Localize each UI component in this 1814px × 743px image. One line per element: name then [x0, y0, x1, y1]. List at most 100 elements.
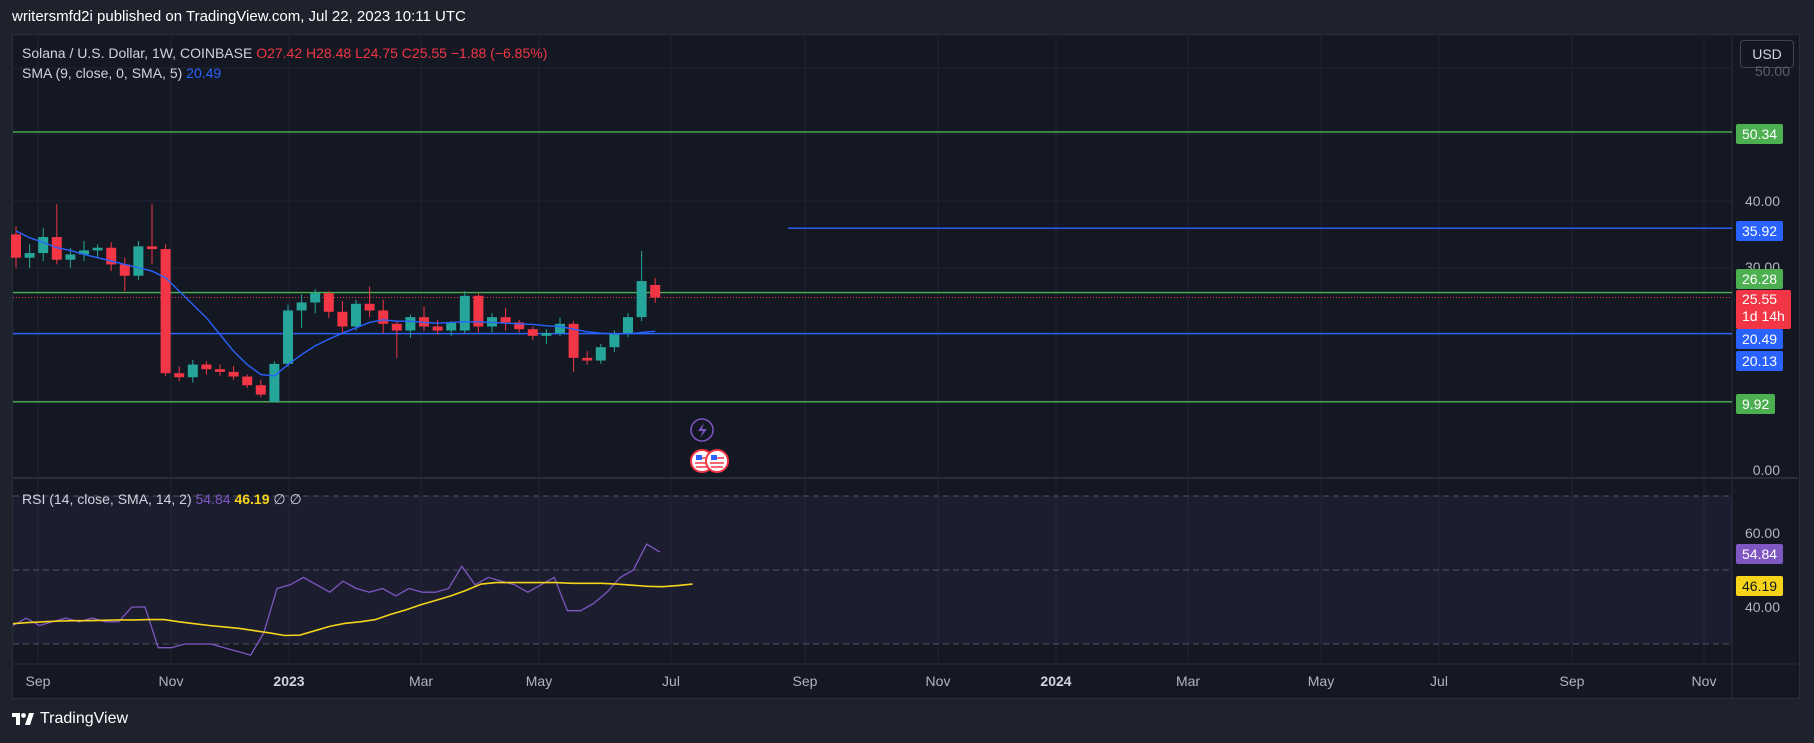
- candle-body-22: [310, 293, 321, 303]
- candle-body-45: [623, 317, 633, 334]
- ohlc-close: C25.55: [401, 45, 447, 61]
- symbol-name: Solana / U.S. Dollar, 1W, COINBASE: [22, 45, 253, 61]
- sma-label: SMA (9, close, 0, SMA, 5): [22, 65, 183, 81]
- time-label-jul-2024: Jul: [1430, 673, 1448, 689]
- time-label-nov: Nov: [158, 673, 184, 689]
- candle-body-0: [11, 234, 21, 258]
- candle-body-5: [79, 250, 89, 255]
- lightning-icon: [698, 423, 707, 438]
- candle-body-17: [242, 376, 253, 386]
- tag-level-26: 26.28: [1736, 269, 1784, 289]
- tag-level-50: 50.34: [1736, 124, 1784, 144]
- time-label-may: May: [525, 673, 553, 689]
- tag-rsi: 54.84: [1736, 544, 1784, 564]
- candle-body-21: [296, 302, 307, 311]
- candle-body-43: [595, 347, 606, 361]
- candle-body-32: [446, 322, 457, 331]
- candle-body-6: [92, 247, 103, 251]
- candle-body-4: [65, 254, 76, 260]
- price-tick-50: 50.00: [1754, 63, 1790, 79]
- price-tick-40: 40.00: [1744, 193, 1780, 209]
- time-label-jul: Jul: [662, 673, 680, 689]
- symbol-legend[interactable]: Solana / U.S. Dollar, 1W, COINBASE O27.4…: [22, 45, 547, 61]
- ohlc-high: H28.48: [306, 45, 352, 61]
- candle-body-1: [24, 253, 35, 258]
- currency-button[interactable]: USD: [1740, 40, 1794, 68]
- candle-body-9: [133, 246, 144, 276]
- us-flag-icon-1-canton: [696, 455, 702, 460]
- candle-body-27: [378, 310, 389, 324]
- candle-body-14: [201, 364, 212, 370]
- candle-body-34: [473, 295, 484, 327]
- candle-body-23: [323, 293, 334, 312]
- time-label-sep-2024: Sep: [1559, 673, 1585, 689]
- ohlc-change: −1.88 (−6.85%): [450, 45, 548, 61]
- time-label-nov-2024: Nov: [1691, 673, 1717, 689]
- candle-body-42: [582, 357, 593, 361]
- candle-body-31: [432, 326, 443, 331]
- time-label-2023: 2023: [273, 673, 305, 689]
- rsi-ma-value: 46.19: [234, 491, 270, 507]
- candle-body-10: [147, 246, 157, 250]
- candle-body-47: [650, 284, 661, 298]
- time-label-mar-2024: Mar: [1175, 673, 1201, 689]
- candle-body-37: [514, 322, 525, 330]
- publisher-line: writersmfd2i published on TradingView.co…: [12, 8, 466, 25]
- rsi-tick-40: 40.00: [1744, 599, 1780, 615]
- tag-level-35: 35.92: [1736, 221, 1784, 241]
- candle-body-16: [228, 371, 239, 377]
- candle-body-46: [636, 281, 647, 318]
- candle-body-7: [106, 247, 117, 265]
- candle-body-25: [351, 303, 361, 327]
- candle-countdown: 1d 14h: [1742, 308, 1785, 324]
- brand-label: TradingView: [40, 710, 129, 727]
- candle-body-29: [405, 317, 416, 331]
- candle-body-13: [187, 364, 198, 378]
- tag-level-20: 20.13: [1736, 351, 1784, 371]
- rsi-value: 54.84: [195, 491, 231, 507]
- candle-body-18: [255, 385, 266, 395]
- candle-body-11: [160, 249, 171, 374]
- ohlc-open: O27.42: [256, 45, 303, 61]
- candle-body-39: [541, 333, 552, 336]
- candle-body-33: [459, 295, 470, 331]
- candle-body-24: [337, 311, 348, 327]
- tradingview-logo-icon: [12, 713, 34, 725]
- candle-body-40: [555, 323, 565, 334]
- us-flag-icon-2: [705, 449, 729, 473]
- tag-level-9: 9.92: [1736, 394, 1776, 414]
- last-price: 25.55: [1742, 291, 1778, 307]
- time-label-mar: Mar: [408, 673, 434, 689]
- sma-value: 20.49: [186, 65, 222, 81]
- candle-body-15: [215, 369, 225, 372]
- rsi-label: RSI (14, close, SMA, 14, 2): [22, 491, 192, 507]
- candle-body-38: [527, 329, 538, 336]
- rsi-legend[interactable]: RSI (14, close, SMA, 14, 2) 54.84 46.19 …: [22, 491, 302, 508]
- chart-frame[interactable]: [12, 34, 1800, 699]
- us-flag-icon-2-canton: [711, 455, 717, 460]
- time-label-sep: Sep: [25, 673, 51, 689]
- time-label-may-2024: May: [1307, 673, 1335, 689]
- candle-body-26: [364, 303, 375, 311]
- time-label-nov-2023: Nov: [925, 673, 951, 689]
- candle-body-41: [568, 323, 579, 358]
- candle-body-2: [38, 237, 49, 254]
- rsi-extra: ∅ ∅: [273, 491, 302, 507]
- sma-legend[interactable]: SMA (9, close, 0, SMA, 5) 20.49: [22, 65, 221, 81]
- time-label-sep-2023: Sep: [792, 673, 818, 689]
- candle-body-28: [391, 323, 402, 331]
- candle-body-36: [500, 317, 511, 323]
- candle-body-19: [269, 363, 280, 402]
- tradingview-brand[interactable]: TradingView: [12, 710, 128, 728]
- time-label-2024: 2024: [1040, 673, 1072, 689]
- candle-body-8: [119, 264, 130, 276]
- candle-body-44: [609, 333, 620, 348]
- rsi-tick-60: 60.00: [1744, 525, 1780, 541]
- sma-line: [15, 230, 656, 377]
- rsi-ma-line: [12, 581, 693, 637]
- price-tick-0: 0.00: [1752, 462, 1780, 478]
- candle-body-20: [283, 310, 293, 364]
- candle-body-12: [174, 373, 185, 378]
- tag-sma: 20.49: [1736, 329, 1784, 349]
